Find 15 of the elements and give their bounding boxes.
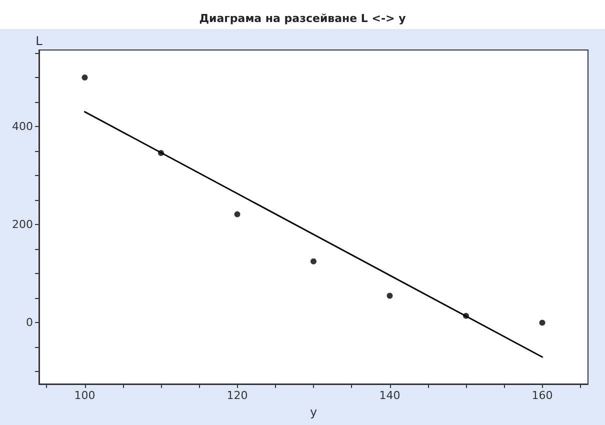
y-tick-label: 0 [26,316,33,330]
y-tick-label: 400 [12,120,33,134]
x-tick-label: 100 [74,389,96,402]
point [82,74,88,80]
point [234,211,240,218]
x-tick-label: 120 [226,389,248,402]
chart-title: Диаграма на разсейване L <-> y [199,12,406,25]
point [310,258,316,264]
point [386,292,393,299]
point [539,320,546,326]
x-tick-label: 160 [532,389,553,402]
y-axis-title: L [36,34,43,48]
y-tick-label: 200 [12,218,33,232]
x-axis-title: y [310,405,318,419]
x-tick-label: 140 [379,389,400,402]
